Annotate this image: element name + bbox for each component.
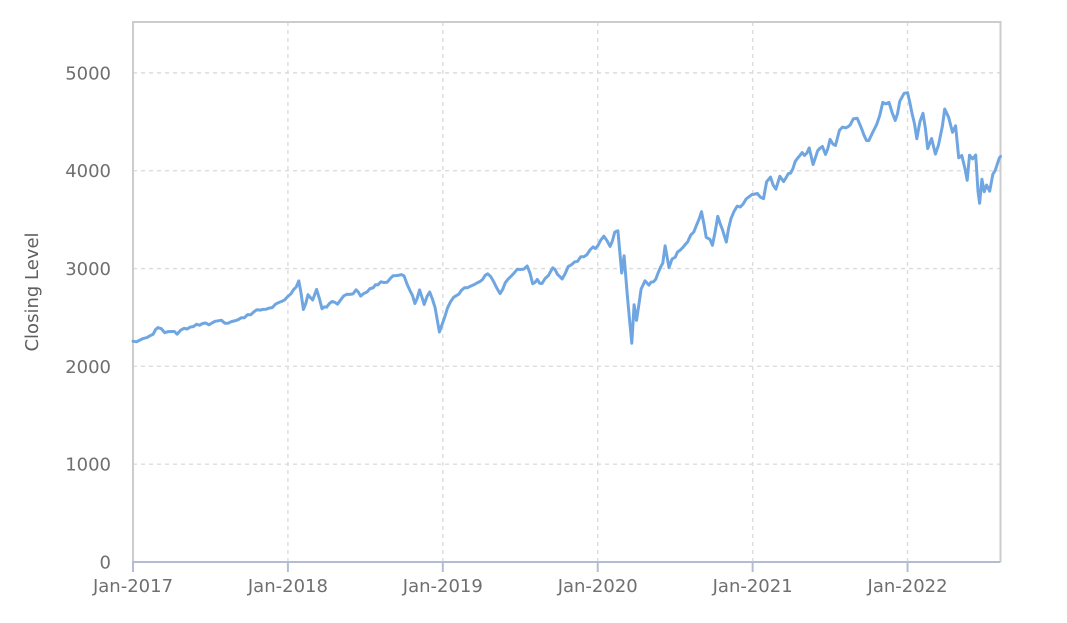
- y-tick-label: 3000: [65, 259, 111, 280]
- y-tick-label: 0: [100, 553, 111, 574]
- gridlines: [133, 22, 1001, 562]
- y-tick-label: 4000: [65, 161, 111, 182]
- y-tick-label: 2000: [65, 357, 111, 378]
- x-tick-label: Jan-2019: [402, 576, 483, 597]
- x-tick-label: Jan-2021: [712, 576, 793, 597]
- y-tick-label: 5000: [65, 63, 111, 84]
- series-line-closing-level: [131, 91, 1002, 345]
- x-tick-label: Jan-2018: [247, 576, 328, 597]
- y-axis-title: Closing Level: [22, 232, 43, 351]
- y-tick-label: 1000: [65, 455, 111, 476]
- x-axis-line-and-ticks: [132, 561, 1001, 572]
- x-tick-label: Jan-2017: [92, 576, 173, 597]
- x-tick-label: Jan-2020: [557, 576, 638, 597]
- x-tick-label: Jan-2022: [867, 576, 948, 597]
- x-tick-labels: Jan-2017 Jan-2018 Jan-2019 Jan-2020 Jan-2021…: [92, 576, 948, 597]
- y-tick-labels: 0 1000 2000 3000 4000 5000: [65, 63, 111, 573]
- plot-border: [132, 21, 1002, 562]
